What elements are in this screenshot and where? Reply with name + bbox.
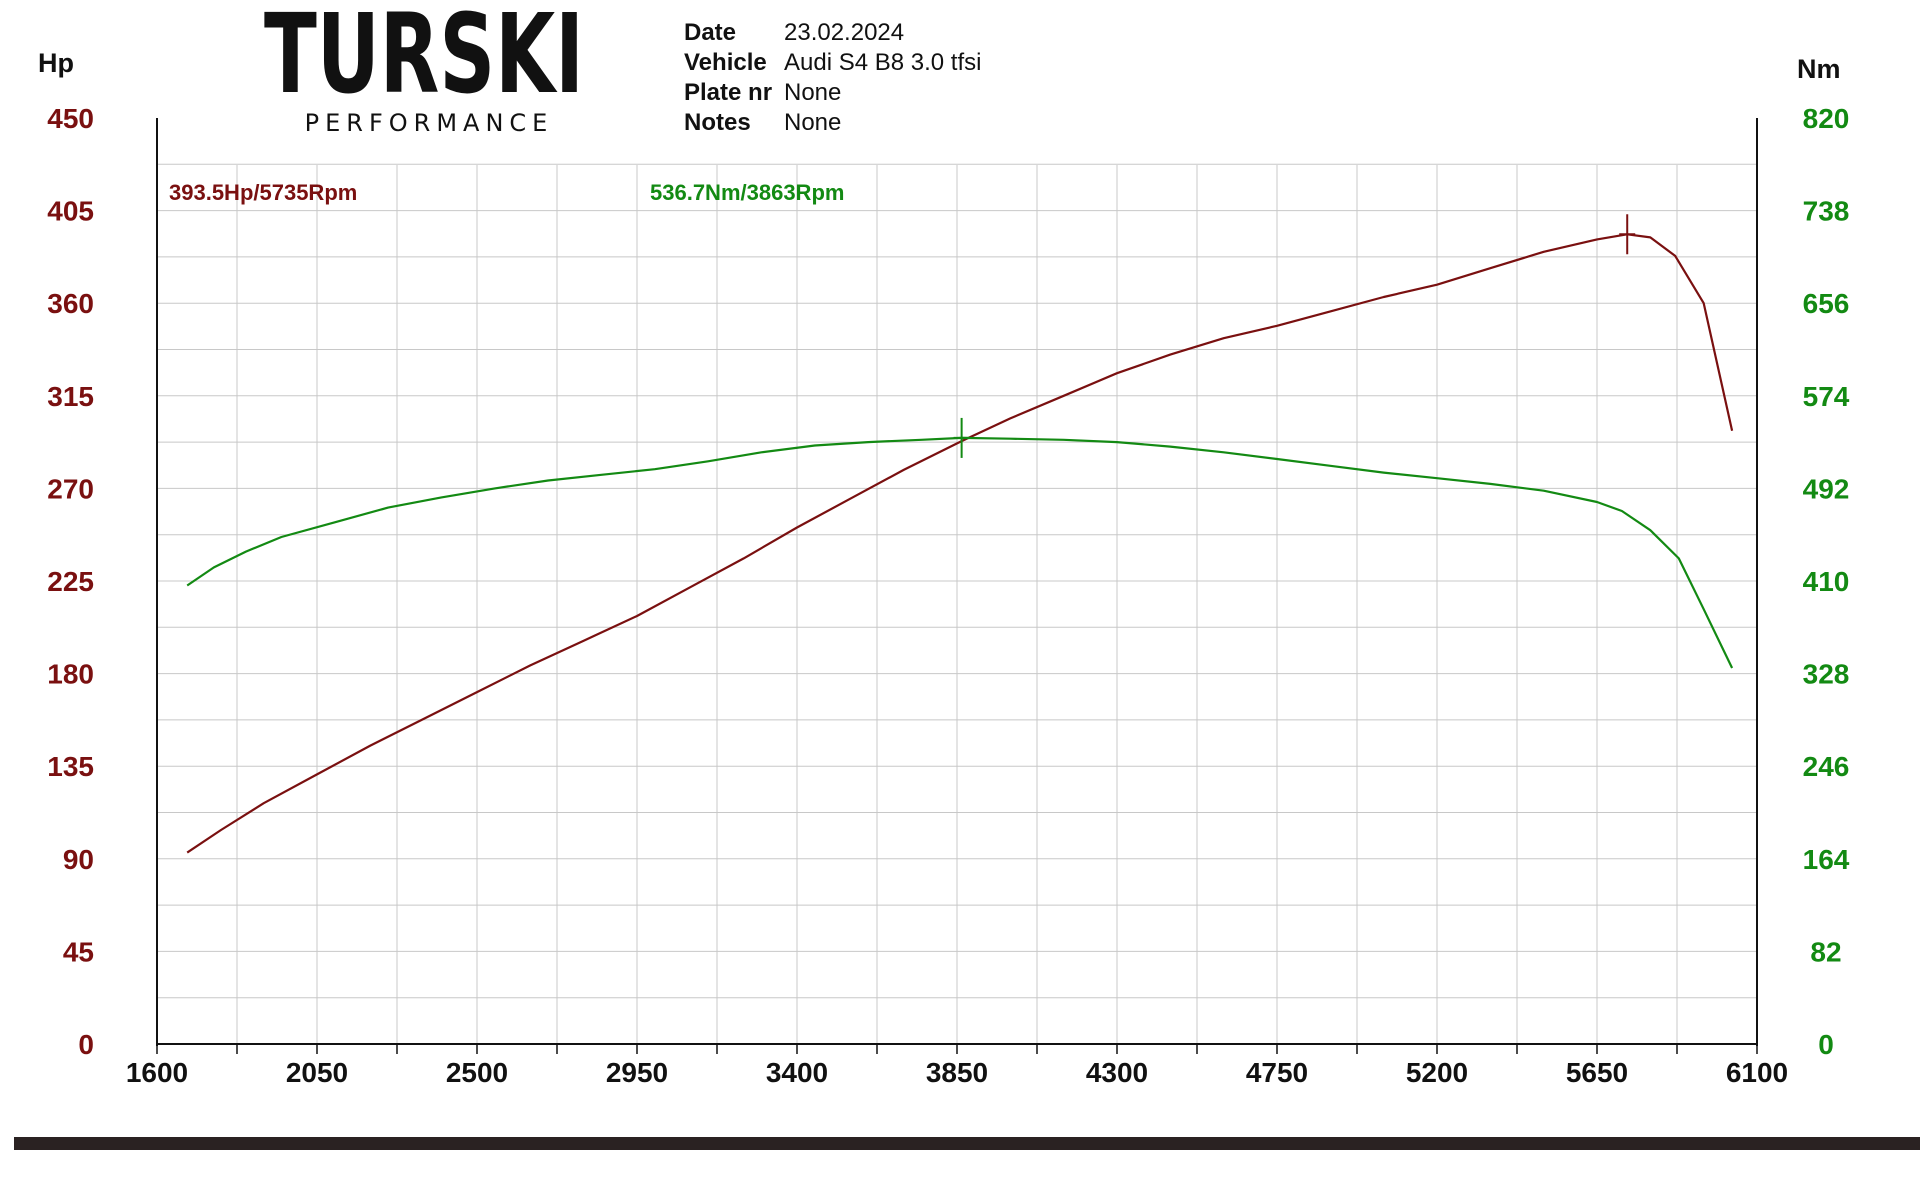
left-tick-label: 315: [47, 381, 94, 412]
info-value-plate: None: [784, 79, 841, 106]
axes: [156, 118, 1758, 1054]
right-tick-label: 492: [1803, 473, 1850, 504]
left-tick-label: 405: [47, 196, 94, 227]
series-lines: [186, 233, 1734, 854]
left-tick-label: 45: [63, 936, 94, 967]
info-key-date: Date: [684, 19, 736, 46]
info-key-notes: Notes: [684, 109, 751, 136]
right-tick-label: 328: [1803, 659, 1850, 690]
right-tick-label: 82: [1810, 936, 1841, 967]
left-tick-label: 135: [47, 751, 94, 782]
grid: [156, 163, 1758, 1045]
x-tick-label: 2500: [446, 1057, 508, 1088]
info-key-vehicle: Vehicle: [684, 49, 767, 76]
left-tick-label: 225: [47, 566, 94, 597]
left-tick-label: 90: [63, 844, 94, 875]
logo-subtitle: PERFORMANCE: [305, 109, 554, 137]
left-tick-label: 180: [47, 659, 94, 690]
right-tick-label: 164: [1803, 844, 1850, 875]
info-value-date: 23.02.2024: [784, 19, 904, 46]
x-tick-label: 4300: [1086, 1057, 1148, 1088]
right-tick-label: 246: [1803, 751, 1850, 782]
x-tick-label: 1600: [126, 1057, 188, 1088]
right-tick-label: 574: [1803, 381, 1850, 412]
left-axis-unit: Hp: [38, 48, 74, 78]
peak-markers: [953, 214, 1636, 458]
left-tick-label: 450: [47, 103, 94, 134]
x-tick-label: 3400: [766, 1057, 828, 1088]
torque-peak-label: 536.7Nm/3863Rpm: [650, 180, 844, 205]
info-key-plate: Plate nr: [684, 79, 772, 106]
tick-labels: 1600 2050 2500 2950 3400 3850 4300 4750 5200 5650…: [47, 103, 1850, 1088]
left-tick-label: 360: [47, 288, 94, 319]
left-tick-label: 0: [78, 1029, 94, 1060]
power-curve: [186, 233, 1734, 854]
x-tick-label: 2950: [606, 1057, 668, 1088]
right-tick-label: 738: [1803, 196, 1850, 227]
info-value-vehicle: Audi S4 B8 3.0 tfsi: [784, 49, 981, 76]
x-tick-label: 4750: [1246, 1057, 1308, 1088]
torque-curve: [186, 436, 1734, 669]
right-tick-label: 410: [1803, 566, 1850, 597]
power-peak-label: 393.5Hp/5735Rpm: [169, 180, 357, 205]
x-tick-label: 5650: [1566, 1057, 1628, 1088]
right-tick-label: 820: [1803, 103, 1850, 134]
info-block: Date 23.02.2024 Vehicle Audi S4 B8 3.0 t…: [684, 19, 981, 136]
left-tick-label: 270: [47, 473, 94, 504]
x-tick-label: 2050: [286, 1057, 348, 1088]
info-value-notes: None: [784, 109, 841, 136]
x-tick-label: 5200: [1406, 1057, 1468, 1088]
right-axis-unit: Nm: [1797, 54, 1841, 84]
right-tick-label: 656: [1803, 288, 1850, 319]
logo-title: TURSKI: [264, 0, 584, 118]
right-tick-label: 0: [1818, 1029, 1834, 1060]
x-tick-label: 3850: [926, 1057, 988, 1088]
x-tick-label: 6100: [1726, 1057, 1788, 1088]
footer-bar: [14, 1137, 1920, 1150]
